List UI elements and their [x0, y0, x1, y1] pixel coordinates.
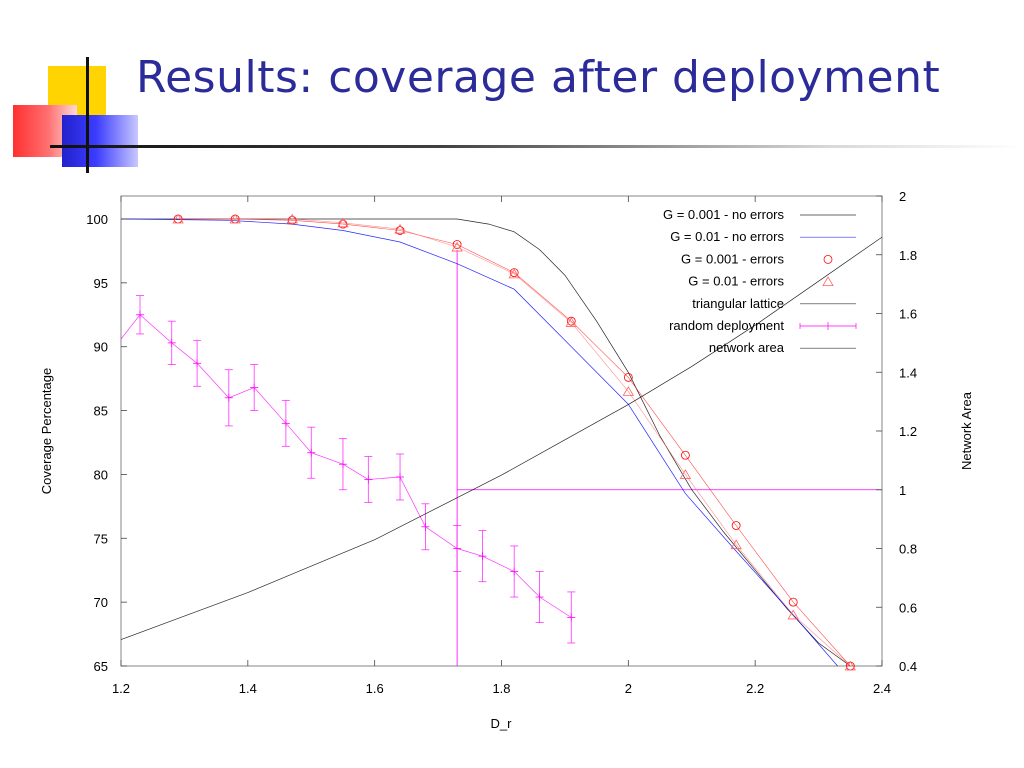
series-g-0-01-errors — [172, 213, 856, 671]
y2-tick-label: 1 — [899, 483, 906, 498]
data-point-triangle — [622, 386, 635, 396]
data-point-circle — [731, 521, 741, 530]
data-point-circle — [287, 215, 297, 225]
series-random-deployment — [120, 295, 576, 644]
data-point-triangle — [508, 268, 520, 279]
y2-tick-label: 1.2 — [899, 424, 917, 439]
x-tick-label: 1.6 — [366, 681, 384, 696]
data-point-triangle — [679, 469, 692, 479]
data-point-triangle — [451, 241, 463, 252]
legend-entry-random-deployment: random deployment — [669, 318, 857, 333]
data-point-triangle — [337, 217, 349, 228]
legend-entry-g-0-01-no-errors: G = 0.01 - no errors — [670, 229, 856, 244]
decor-blue-square — [62, 115, 138, 167]
data-point-triangle — [394, 223, 406, 234]
legend-entry-g-0-001-errors: G = 0.001 - errors — [681, 251, 833, 266]
legend-entry-triangular-lattice: triangular lattice — [692, 296, 856, 311]
series-line-g-0-01-errors — [178, 218, 851, 667]
decor-vertical-line — [86, 57, 89, 173]
y-axis-label: Coverage Percentage — [39, 368, 54, 494]
y-tick-label: 75 — [94, 531, 108, 546]
legend-label: G = 0.001 - errors — [681, 251, 784, 266]
y-tick-label: 65 — [94, 659, 108, 674]
y-tick-label: 70 — [94, 595, 108, 610]
y2-tick-label: 1.4 — [899, 365, 917, 380]
legend-label: G = 0.01 - errors — [688, 274, 784, 289]
legend-swatch-triangle — [822, 276, 834, 286]
data-point-circle — [338, 219, 348, 229]
y-tick-label: 100 — [86, 212, 108, 227]
data-point-triangle — [229, 213, 241, 224]
x-tick-label: 1.8 — [492, 681, 510, 696]
x-axis-label: D_r — [491, 716, 513, 731]
y2-tick-label: 0.8 — [899, 542, 917, 557]
y2-tick-label: 0.6 — [899, 600, 917, 615]
legend-label: G = 0.01 - no errors — [670, 229, 784, 244]
data-point-triangle — [730, 539, 742, 550]
y2-tick-label: 0.4 — [899, 659, 917, 674]
y2-axis-label: Network Area — [959, 391, 974, 470]
data-point-circle — [788, 597, 798, 607]
y2-tick-label: 1.6 — [899, 307, 917, 322]
legend-label: random deployment — [669, 318, 784, 333]
y-tick-label: 90 — [94, 340, 108, 355]
legend-label: triangular lattice — [692, 296, 784, 311]
x-tick-label: 1.2 — [112, 681, 130, 696]
series-g-0-001-errors — [173, 214, 855, 671]
slide-title: Results: coverage after deployment — [136, 52, 941, 103]
series-network-area — [120, 236, 883, 640]
y-tick-label: 80 — [94, 467, 108, 482]
series-line-network-area — [120, 236, 883, 640]
y-tick-label: 95 — [94, 276, 108, 291]
data-point-triangle — [286, 213, 298, 224]
data-point-triangle — [172, 213, 184, 224]
legend-swatch-circle — [823, 254, 833, 264]
series-line-g-0-001-errors — [178, 218, 851, 667]
data-point-triangle — [787, 609, 799, 620]
legend-entry-network-area: network area — [709, 340, 856, 355]
data-point-triangle — [565, 317, 577, 327]
legend-label: G = 0.001 - no errors — [663, 207, 785, 222]
legend-label: network area — [709, 340, 785, 355]
y2-tick-label: 2 — [899, 189, 906, 204]
x-tick-label: 2.2 — [746, 681, 764, 696]
data-point-circle — [623, 372, 633, 382]
y-tick-label: 85 — [94, 404, 108, 419]
data-point-circle — [681, 450, 690, 460]
legend-entry-g-0-01-errors: G = 0.01 - errors — [688, 274, 834, 289]
data-point-circle — [452, 240, 462, 249]
y2-tick-label: 1.8 — [899, 248, 917, 263]
decor-horizontal-line — [50, 145, 1024, 148]
series-line-random-deployment — [120, 314, 572, 618]
x-tick-label: 2.4 — [873, 681, 891, 696]
legend-entry-g-0-001-no-errors: G = 0.001 - no errors — [663, 207, 856, 222]
data-point-triangle — [844, 660, 856, 671]
x-tick-label: 2 — [625, 681, 632, 696]
x-tick-label: 1.4 — [239, 681, 257, 696]
